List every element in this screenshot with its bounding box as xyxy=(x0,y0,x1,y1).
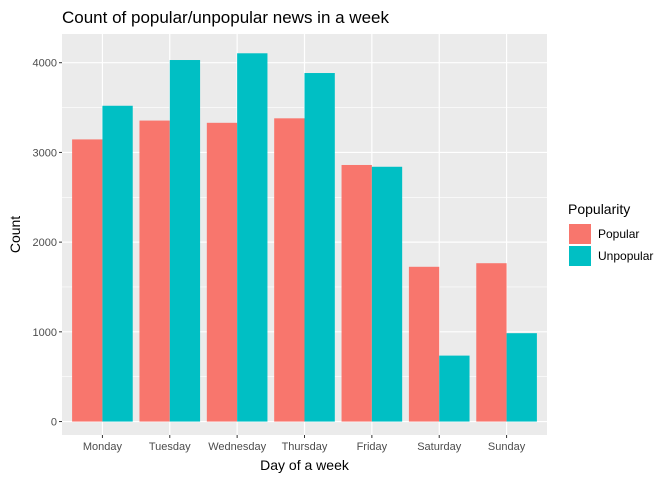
bar-unpopular-monday xyxy=(102,105,133,422)
y-axis: 0 1000 2000 3000 4000 xyxy=(33,58,62,429)
bar-unpopular-saturday xyxy=(439,355,470,422)
x-tick-label: Monday xyxy=(83,441,123,453)
bar-unpopular-wednesday xyxy=(237,53,268,422)
bar-unpopular-sunday xyxy=(506,333,537,422)
y-axis-title: Count xyxy=(7,216,23,253)
bar-popular-saturday xyxy=(408,266,440,422)
legend-title: Popularity xyxy=(568,201,630,217)
bar-unpopular-friday xyxy=(371,166,403,422)
bars xyxy=(72,53,537,422)
legend: Popularity Popular Unpopular xyxy=(568,201,653,266)
legend-key-popular xyxy=(569,224,591,244)
x-tick-label: Tuesday xyxy=(149,441,191,453)
x-tick-label: Saturday xyxy=(417,441,462,453)
x-tick-label: Wednesday xyxy=(208,441,266,453)
bar-popular-tuesday xyxy=(139,120,170,422)
legend-label-popular: Popular xyxy=(598,227,639,241)
legend-label-unpopular: Unpopular xyxy=(598,249,653,263)
legend-key-unpopular xyxy=(569,246,591,266)
x-axis: Monday Tuesday Wednesday Thursday Friday Satu… xyxy=(83,435,526,453)
bar-popular-friday xyxy=(341,164,372,422)
x-tick-label: Friday xyxy=(357,441,388,453)
bar-popular-wednesday xyxy=(206,122,238,422)
bar-popular-sunday xyxy=(476,263,507,422)
x-tick-label: Thursday xyxy=(282,441,328,453)
x-axis-title: Day of a week xyxy=(260,457,350,473)
y-tick-label: 4000 xyxy=(33,58,57,70)
y-tick-label: 2000 xyxy=(33,237,57,249)
bar-unpopular-tuesday xyxy=(169,60,201,422)
x-tick-label: Sunday xyxy=(488,441,526,453)
y-tick-label: 3000 xyxy=(33,147,57,159)
bar-popular-monday xyxy=(72,139,103,422)
chart-title: Count of popular/unpopular news in a wee… xyxy=(62,8,389,27)
bar-unpopular-thursday xyxy=(304,73,335,422)
y-tick-label: 0 xyxy=(51,417,57,429)
y-tick-label: 1000 xyxy=(33,327,57,339)
bar-popular-thursday xyxy=(274,118,305,422)
